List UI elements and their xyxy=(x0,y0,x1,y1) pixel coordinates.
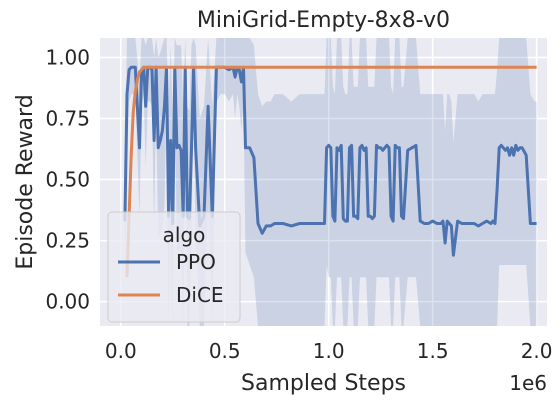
x-axis-offset-text: 1e6 xyxy=(509,371,547,395)
legend-label-dice: DiCE xyxy=(176,283,224,307)
legend-label-ppo: PPO xyxy=(176,250,216,274)
line-ppo xyxy=(123,65,537,257)
legend-title: algo xyxy=(163,223,206,247)
y-tick-label: 0.75 xyxy=(45,107,90,131)
tick-labels: 0.0 0.5 1.0 1.5 2.0 0.00 0.25 0.50 0.75 1.00 xyxy=(45,46,552,363)
series-lines xyxy=(123,65,537,278)
x-tick-label: 0.5 xyxy=(209,339,241,363)
y-tick-label: 0.25 xyxy=(45,229,90,253)
y-axis-label: Episode Reward xyxy=(13,94,38,269)
x-tick-label: 1.0 xyxy=(313,339,345,363)
x-tick-label: 1.5 xyxy=(417,339,449,363)
legend: algo PPO DiCE xyxy=(107,211,241,323)
y-tick-label: 1.00 xyxy=(45,46,90,70)
x-tick-label: 2.0 xyxy=(521,339,553,363)
chart-title: MiniGrid-Empty-8x8-v0 xyxy=(197,8,450,33)
x-tick-label: 0.0 xyxy=(105,339,137,363)
line-dice xyxy=(125,65,537,278)
y-tick-label: 0.50 xyxy=(45,168,90,192)
y-tick-label: 0.00 xyxy=(45,290,90,314)
x-axis-label: Sampled Steps xyxy=(241,371,406,396)
